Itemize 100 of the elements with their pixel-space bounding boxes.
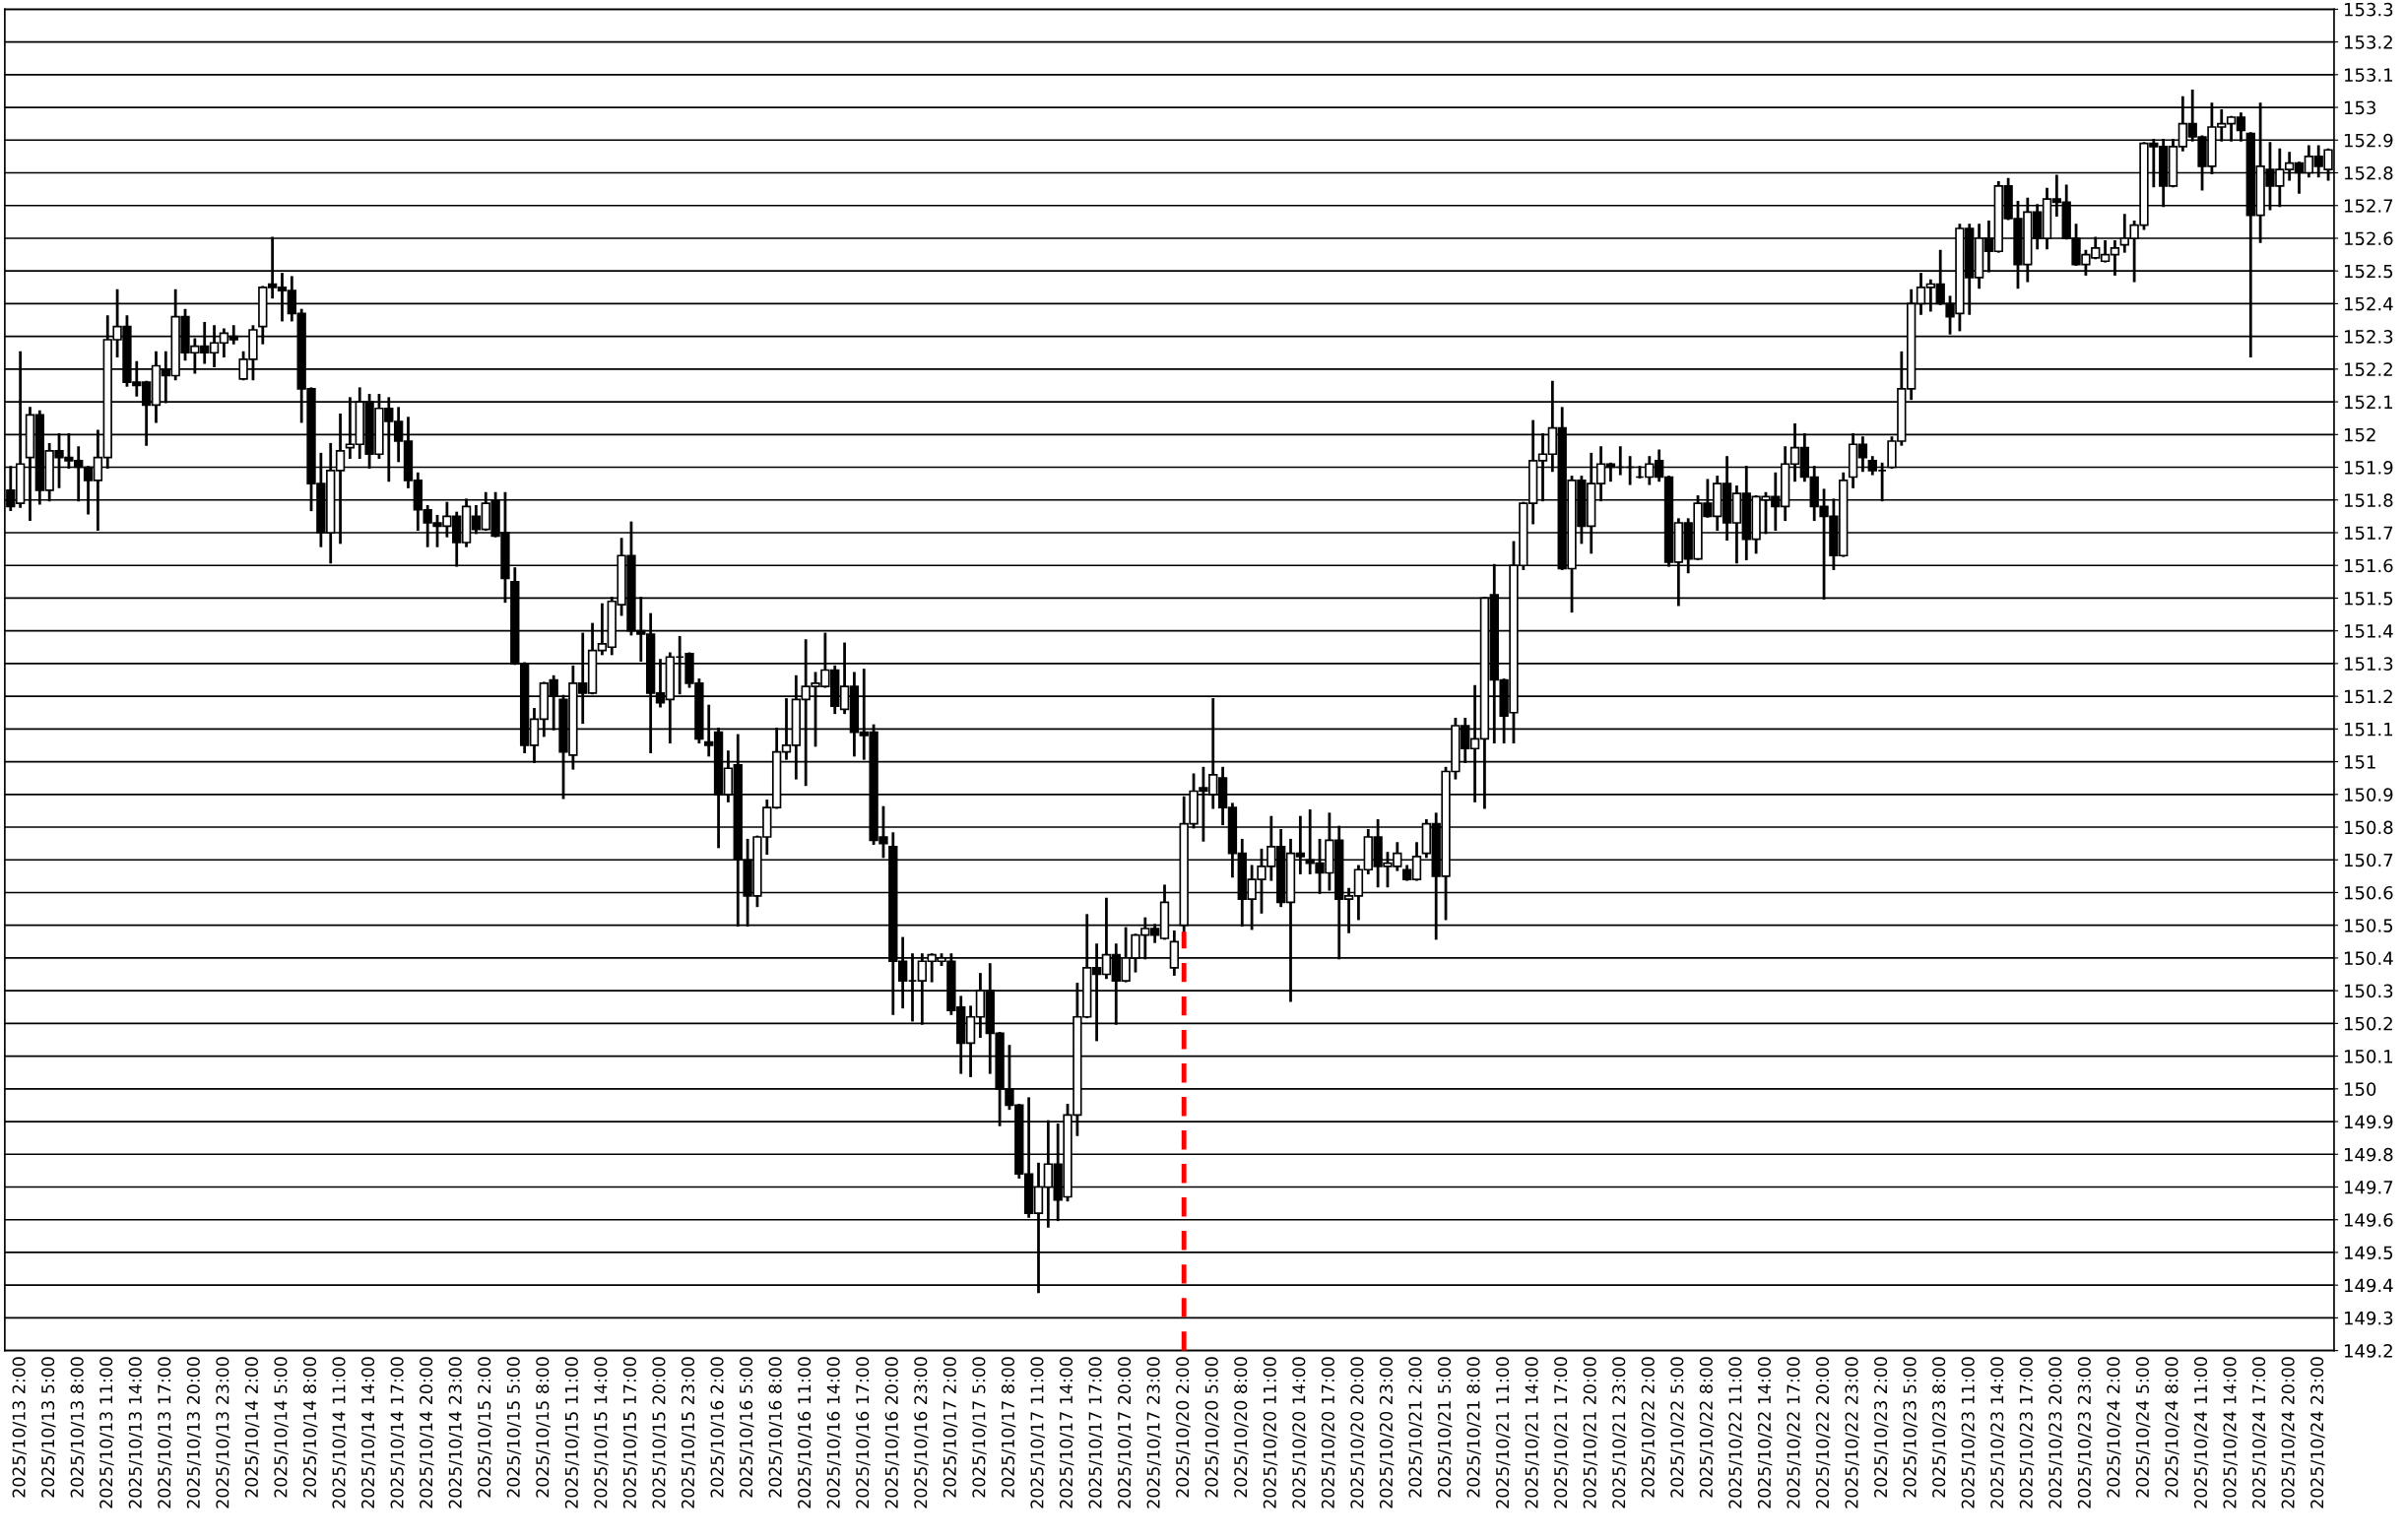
x-tick-label: 2025/10/20 17:00 (1321, 1357, 1336, 1508)
y-tick-label: 153.1 (2344, 68, 2393, 82)
x-tick-label: 2025/10/14 20:00 (420, 1357, 434, 1508)
y-tick-label: 150.6 (2344, 885, 2393, 900)
x-tick-label: 2025/10/20 2:00 (1176, 1357, 1191, 1498)
x-tick-label: 2025/10/13 2:00 (12, 1357, 28, 1498)
y-tick-label: 149.4 (2344, 1278, 2393, 1293)
y-tick-label: 149.5 (2344, 1246, 2393, 1260)
x-tick-label: 2025/10/16 17:00 (856, 1357, 871, 1508)
x-tick-label: 2025/10/17 17:00 (1088, 1357, 1103, 1508)
x-tick-label: 2025/10/16 5:00 (740, 1357, 754, 1498)
x-tick-label: 2025/10/21 11:00 (1496, 1357, 1511, 1508)
x-tick-label: 2025/10/16 23:00 (914, 1357, 929, 1508)
y-tick-label: 150.9 (2344, 788, 2393, 802)
x-tick-label: 2025/10/14 5:00 (274, 1357, 289, 1498)
y-tick-label: 151.5 (2344, 592, 2393, 606)
y-tick-label: 149.6 (2344, 1213, 2393, 1227)
y-tick-label: 152.4 (2344, 296, 2393, 311)
x-tick-label: 2025/10/13 17:00 (158, 1357, 172, 1508)
y-tick-label: 149.9 (2344, 1115, 2393, 1129)
x-tick-label: 2025/10/24 20:00 (2281, 1357, 2297, 1508)
y-tick-label: 152.5 (2344, 264, 2393, 279)
x-tick-label: 2025/10/21 2:00 (1408, 1357, 1423, 1498)
x-tick-label: 2025/10/24 23:00 (2310, 1357, 2325, 1508)
x-tick-label: 2025/10/23 11:00 (1961, 1357, 1977, 1508)
x-tick-label: 2025/10/14 23:00 (448, 1357, 464, 1508)
x-tick-label: 2025/10/15 17:00 (622, 1357, 638, 1508)
x-tick-label: 2025/10/13 11:00 (99, 1357, 114, 1508)
x-tick-label: 2025/10/15 20:00 (652, 1357, 667, 1508)
y-tick-label: 149.2 (2344, 1344, 2392, 1358)
x-tick-label: 2025/10/16 11:00 (798, 1357, 812, 1508)
x-tick-label: 2025/10/17 5:00 (972, 1357, 987, 1498)
x-tick-label: 2025/10/20 5:00 (1204, 1357, 1220, 1498)
y-tick-label: 153.2 (2344, 35, 2392, 49)
x-tick-label: 2025/10/15 23:00 (681, 1357, 696, 1508)
y-tick-label: 150 (2344, 1082, 2376, 1096)
x-tick-label: 2025/10/15 2:00 (478, 1357, 492, 1498)
x-tick-label: 2025/10/13 14:00 (128, 1357, 144, 1508)
x-tick-label: 2025/10/15 14:00 (594, 1357, 609, 1508)
x-tick-label: 2025/10/22 20:00 (1815, 1357, 1831, 1508)
y-tick-label: 149.3 (2344, 1311, 2393, 1325)
x-tick-label: 2025/10/17 2:00 (942, 1357, 958, 1498)
x-tick-label: 2025/10/14 17:00 (390, 1357, 406, 1508)
y-tick-label: 151.2 (2344, 689, 2392, 704)
y-tick-label: 149.7 (2344, 1180, 2393, 1194)
x-tick-label: 2025/10/23 2:00 (1874, 1357, 1889, 1498)
x-tick-label: 2025/10/16 20:00 (884, 1357, 900, 1508)
x-tick-label: 2025/10/24 8:00 (2165, 1357, 2179, 1498)
x-tick-label: 2025/10/20 20:00 (1350, 1357, 1365, 1508)
y-tick-label: 151 (2344, 755, 2375, 769)
x-tick-label: 2025/10/15 8:00 (536, 1357, 551, 1498)
x-tick-label: 2025/10/22 8:00 (1699, 1357, 1715, 1498)
y-tick-label: 152.9 (2344, 133, 2393, 148)
y-tick-label: 151.8 (2344, 493, 2393, 507)
x-tick-label: 2025/10/20 14:00 (1292, 1357, 1307, 1508)
x-tick-label: 2025/10/23 14:00 (1990, 1357, 2005, 1508)
y-tick-label: 151.9 (2344, 461, 2393, 475)
x-tick-label: 2025/10/20 11:00 (1263, 1357, 1278, 1508)
x-tick-label: 2025/10/21 20:00 (1583, 1357, 1598, 1508)
y-tick-label: 152 (2344, 427, 2375, 442)
x-tick-label: 2025/10/14 14:00 (361, 1357, 376, 1508)
x-tick-label: 2025/10/22 5:00 (1670, 1357, 1685, 1498)
x-tick-label: 2025/10/24 5:00 (2135, 1357, 2151, 1498)
x-tick-label: 2025/10/23 23:00 (2077, 1357, 2093, 1508)
x-tick-label: 2025/10/21 17:00 (1554, 1357, 1569, 1508)
y-tick-label: 151.6 (2344, 558, 2393, 573)
y-tick-label: 152.6 (2344, 231, 2393, 246)
y-tick-label: 153.3 (2344, 2, 2393, 17)
y-tick-label: 150.3 (2344, 984, 2393, 998)
x-tick-label: 2025/10/16 14:00 (826, 1357, 842, 1508)
x-tick-label: 2025/10/14 8:00 (302, 1357, 318, 1498)
x-tick-label: 2025/10/17 14:00 (1059, 1357, 1074, 1508)
x-tick-label: 2025/10/23 17:00 (2019, 1357, 2035, 1508)
y-tick-label: 150.5 (2344, 919, 2393, 932)
x-tick-label: 2025/10/13 20:00 (186, 1357, 202, 1508)
x-tick-label: 2025/10/22 17:00 (1787, 1357, 1801, 1508)
x-tick-label: 2025/10/17 8:00 (1001, 1357, 1016, 1498)
y-tick-label: 150.7 (2344, 853, 2393, 867)
x-tick-label: 2025/10/15 11:00 (564, 1357, 580, 1508)
x-tick-label: 2025/10/17 23:00 (1146, 1357, 1162, 1508)
x-tick-label: 2025/10/24 17:00 (2252, 1357, 2267, 1508)
x-tick-label: 2025/10/21 23:00 (1612, 1357, 1627, 1508)
x-tick-label: 2025/10/13 8:00 (70, 1357, 86, 1498)
x-tick-label: 2025/10/22 14:00 (1757, 1357, 1773, 1508)
x-tick-label: 2025/10/16 2:00 (710, 1357, 725, 1498)
x-tick-label: 2025/10/14 11:00 (332, 1357, 347, 1508)
x-tick-label: 2025/10/21 5:00 (1437, 1357, 1453, 1498)
y-tick-label: 152.8 (2344, 165, 2393, 180)
y-tick-label: 151.3 (2344, 657, 2393, 672)
x-tick-label: 2025/10/21 14:00 (1525, 1357, 1540, 1508)
x-tick-label: 2025/10/20 23:00 (1379, 1357, 1395, 1508)
x-tick-label: 2025/10/14 2:00 (244, 1357, 260, 1498)
y-tick-label: 152.7 (2344, 199, 2393, 213)
x-tick-label: 2025/10/23 20:00 (2048, 1357, 2063, 1508)
y-tick-label: 151.1 (2344, 723, 2393, 737)
x-tick-label: 2025/10/23 8:00 (1932, 1357, 1947, 1498)
x-tick-label: 2025/10/16 8:00 (768, 1357, 784, 1498)
y-tick-label: 149.8 (2344, 1147, 2393, 1162)
x-tick-label: 2025/10/24 11:00 (2193, 1357, 2209, 1508)
x-tick-label: 2025/10/15 5:00 (506, 1357, 522, 1498)
